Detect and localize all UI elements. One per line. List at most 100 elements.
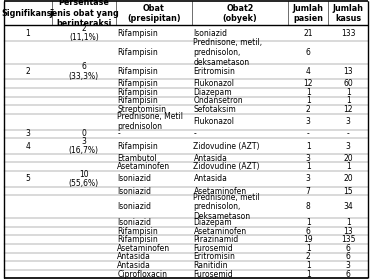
- Text: 12: 12: [304, 79, 313, 88]
- Text: Pirazinamid: Pirazinamid: [193, 235, 239, 244]
- Text: -: -: [347, 129, 350, 138]
- Text: 1: 1: [25, 28, 30, 38]
- Text: Rifampisin: Rifampisin: [118, 67, 158, 76]
- Text: 1: 1: [306, 97, 311, 105]
- Text: Zidovudine (AZT): Zidovudine (AZT): [193, 141, 260, 150]
- Text: Isoniazid: Isoniazid: [118, 187, 151, 196]
- Text: 60: 60: [343, 79, 353, 88]
- Text: Persentase
jenis obat yang
berinteraksi: Persentase jenis obat yang berinteraksi: [49, 0, 119, 28]
- Text: Rifampisin: Rifampisin: [118, 235, 158, 244]
- Text: Rifampisin: Rifampisin: [118, 48, 158, 57]
- Text: 4: 4: [25, 141, 30, 150]
- Text: Antasida: Antasida: [118, 261, 151, 270]
- Text: 1: 1: [306, 88, 311, 97]
- Text: Flukonazol: Flukonazol: [193, 117, 234, 126]
- Text: Prednisone, metil,
prednisolon,
deksametason: Prednisone, metil, prednisolon, deksamet…: [193, 38, 263, 66]
- Text: 2
(11,1%): 2 (11,1%): [69, 24, 99, 42]
- Text: Prednisone, Metil
prednisolon: Prednisone, Metil prednisolon: [118, 112, 183, 131]
- Text: Antasida: Antasida: [193, 154, 227, 163]
- Text: Isoniazid: Isoniazid: [118, 218, 151, 227]
- Text: 12: 12: [343, 105, 353, 114]
- Text: Streptomisin: Streptomisin: [118, 105, 166, 114]
- Text: Prednisone, metil
prednisolon,
Deksametason: Prednisone, metil prednisolon, Deksameta…: [193, 193, 260, 221]
- Text: Eritromisin: Eritromisin: [193, 67, 235, 76]
- Text: 20: 20: [343, 154, 353, 163]
- Text: Rifampisin: Rifampisin: [118, 79, 158, 88]
- Text: 3: 3: [346, 117, 351, 126]
- Text: 133: 133: [341, 28, 356, 38]
- Text: 1: 1: [306, 162, 311, 171]
- Text: Jumlah
kasus: Jumlah kasus: [333, 4, 364, 23]
- Text: 13: 13: [343, 227, 353, 235]
- Text: Ciprofloxacin: Ciprofloxacin: [118, 270, 167, 279]
- Text: Sefotaksim: Sefotaksim: [193, 105, 236, 114]
- Text: Isoniazid: Isoniazid: [118, 174, 151, 183]
- Text: Diazepam: Diazepam: [193, 218, 232, 227]
- Text: Furosemid: Furosemid: [193, 270, 233, 279]
- Text: Diazepam: Diazepam: [193, 88, 232, 97]
- Text: Signifikansi: Signifikansi: [1, 9, 54, 18]
- Text: Etambutol: Etambutol: [118, 154, 157, 163]
- Text: 3: 3: [25, 129, 30, 138]
- Text: Isoniazid: Isoniazid: [118, 202, 151, 211]
- Text: -: -: [118, 129, 120, 138]
- Text: 1: 1: [346, 88, 351, 97]
- Text: 13: 13: [343, 67, 353, 76]
- Text: 2: 2: [25, 67, 30, 76]
- Text: 6: 6: [346, 244, 351, 253]
- Text: 3: 3: [306, 154, 311, 163]
- Text: 3: 3: [306, 174, 311, 183]
- Text: 34: 34: [343, 202, 353, 211]
- Text: Rifampisin: Rifampisin: [118, 28, 158, 38]
- Text: -: -: [193, 129, 196, 138]
- Text: 10
(55,6%): 10 (55,6%): [69, 170, 99, 188]
- Text: 3
(16,7%): 3 (16,7%): [69, 137, 99, 155]
- Text: 6: 6: [346, 252, 351, 261]
- Text: 1: 1: [346, 162, 351, 171]
- Text: Obat2
(obyek): Obat2 (obyek): [223, 4, 257, 23]
- Text: Ondansetron: Ondansetron: [193, 97, 243, 105]
- Text: 1: 1: [306, 218, 311, 227]
- Text: 1: 1: [306, 270, 311, 279]
- Text: -: -: [307, 129, 310, 138]
- Text: 3: 3: [306, 117, 311, 126]
- Text: 6: 6: [306, 227, 311, 235]
- Text: Eritromisin: Eritromisin: [193, 252, 235, 261]
- Text: 4: 4: [306, 67, 311, 76]
- Text: Zidovudine (AZT): Zidovudine (AZT): [193, 162, 260, 171]
- Text: 6: 6: [306, 48, 311, 57]
- Text: Antasida: Antasida: [118, 252, 151, 261]
- Text: Isoniazid: Isoniazid: [193, 28, 228, 38]
- Text: Furosemid: Furosemid: [193, 244, 233, 253]
- Text: Rifampisin: Rifampisin: [118, 97, 158, 105]
- Text: 7: 7: [306, 187, 311, 196]
- Text: 1: 1: [306, 141, 311, 150]
- Text: 19: 19: [304, 235, 313, 244]
- Text: 3: 3: [346, 261, 351, 270]
- Text: Asetaminofen: Asetaminofen: [118, 244, 170, 253]
- Text: 135: 135: [341, 235, 356, 244]
- Text: 15: 15: [343, 187, 353, 196]
- Text: 21: 21: [304, 28, 313, 38]
- Text: 2: 2: [306, 252, 311, 261]
- Text: 20: 20: [343, 174, 353, 183]
- Text: 6
(33,3%): 6 (33,3%): [69, 62, 99, 81]
- Text: 1: 1: [346, 97, 351, 105]
- Text: Antasida: Antasida: [193, 174, 227, 183]
- Text: Obat
(presipitan): Obat (presipitan): [127, 4, 181, 23]
- Text: Rifampisin: Rifampisin: [118, 88, 158, 97]
- Text: Ranitidin: Ranitidin: [193, 261, 228, 270]
- Text: Asetaminofen: Asetaminofen: [193, 187, 247, 196]
- Text: 1: 1: [306, 261, 311, 270]
- Text: Jumlah
pasien: Jumlah pasien: [293, 4, 324, 23]
- Text: Rifampisin: Rifampisin: [118, 141, 158, 150]
- Text: 6: 6: [346, 270, 351, 279]
- Text: Rifampisin: Rifampisin: [118, 227, 158, 235]
- Text: 5: 5: [25, 174, 30, 183]
- Text: Asetaminofen: Asetaminofen: [193, 227, 247, 235]
- Text: Flukonazol: Flukonazol: [193, 79, 234, 88]
- Text: 0: 0: [81, 129, 86, 138]
- Text: 1: 1: [306, 244, 311, 253]
- Text: 3: 3: [346, 141, 351, 150]
- Text: 8: 8: [306, 202, 311, 211]
